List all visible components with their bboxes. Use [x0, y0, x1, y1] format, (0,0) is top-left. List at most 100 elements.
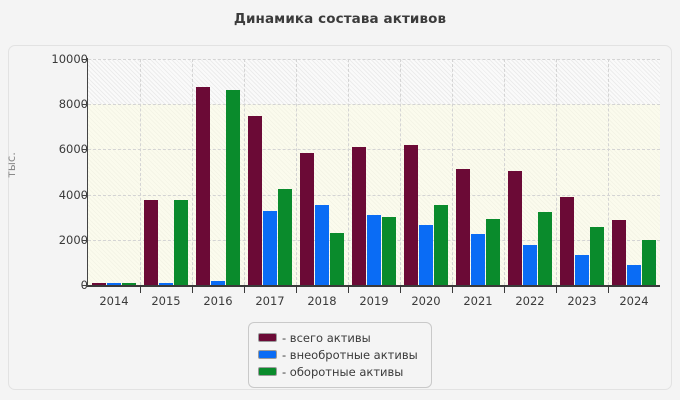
- x-axis-tick-label-2017: 2017: [255, 294, 285, 308]
- gridline-horizontal: [88, 149, 660, 151]
- legend-item-label: - всего активы: [282, 330, 371, 345]
- x-axis-tick-mark: [348, 287, 349, 293]
- y-axis-line: [87, 58, 88, 286]
- y-axis-tick-label: 2000: [58, 232, 88, 247]
- x-axis-tick-label-2023: 2023: [567, 294, 597, 308]
- bar-2019-series-2[interactable]: [367, 214, 381, 285]
- bar-group-2017: [244, 59, 296, 285]
- bar-2021-series-1[interactable]: [456, 168, 470, 285]
- bar-2017-series-1[interactable]: [248, 115, 262, 285]
- bar-group-2014: [88, 59, 140, 285]
- bar-group-2021: [452, 59, 504, 285]
- bar-2014-series-3[interactable]: [122, 283, 136, 285]
- y-axis: тыс. 0 2000 4000 6000 8000 10000: [4, 0, 88, 400]
- bar-2017-series-2[interactable]: [263, 211, 277, 285]
- x-axis-tick-label-2016: 2016: [203, 294, 233, 308]
- x-axis-tick-label-2020: 2020: [411, 294, 441, 308]
- legend-swatch-icon: [258, 350, 277, 359]
- gridline-vertical: [504, 59, 505, 285]
- bar-2016-series-1[interactable]: [196, 86, 210, 285]
- x-axis-tick-mark: [192, 287, 193, 293]
- bar-2022-series-1[interactable]: [508, 171, 522, 285]
- y-axis-tick-mark: [82, 104, 88, 106]
- bar-2014-series-2[interactable]: [107, 283, 121, 285]
- bar-2016-series-2[interactable]: [211, 281, 225, 285]
- bar-2023-series-2[interactable]: [575, 254, 589, 285]
- bar-2015-series-1[interactable]: [144, 200, 158, 285]
- x-axis-tick-label-2024: 2024: [619, 294, 649, 308]
- gridline-vertical: [452, 59, 453, 285]
- y-axis-tick-mark: [82, 194, 88, 196]
- legend-item-1[interactable]: - всего активы: [258, 329, 422, 346]
- bar-group-2018: [296, 59, 348, 285]
- bar-2016-series-3[interactable]: [226, 89, 240, 285]
- bar-group-2020: [400, 59, 452, 285]
- bar-group-2024: [608, 59, 660, 285]
- page-title: Динамика состава активов: [233, 11, 447, 27]
- gridline-vertical: [556, 59, 557, 285]
- gridline-horizontal: [88, 104, 660, 106]
- bar-2024-series-1[interactable]: [612, 219, 626, 285]
- chart-legend: - всего активы - внеобротные активы - обор…: [248, 322, 432, 388]
- gridline-vertical: [140, 59, 141, 285]
- x-axis-tick-mark: [556, 287, 557, 293]
- bar-2018-series-1[interactable]: [300, 152, 314, 285]
- bar-2014-series-1[interactable]: [92, 282, 106, 285]
- bar-2018-series-2[interactable]: [315, 204, 329, 285]
- bar-2024-series-3[interactable]: [642, 239, 656, 285]
- bar-2022-series-2[interactable]: [523, 244, 537, 285]
- gridline-vertical: [244, 59, 245, 285]
- bar-2023-series-1[interactable]: [560, 196, 574, 285]
- bar-2021-series-3[interactable]: [486, 219, 500, 285]
- gridline-vertical: [348, 59, 349, 285]
- x-axis-tick-mark: [608, 287, 609, 293]
- legend-swatch-icon: [258, 333, 277, 342]
- bar-group-2019: [348, 59, 400, 285]
- x-axis-tick-mark: [504, 287, 505, 293]
- x-axis-tick-label-2014: 2014: [99, 294, 129, 308]
- bar-2022-series-3[interactable]: [538, 211, 552, 285]
- legend-item-label: - оборотные активы: [282, 364, 404, 379]
- gridline-vertical: [296, 59, 297, 285]
- bar-2020-series-3[interactable]: [434, 205, 448, 285]
- x-axis-tick-mark: [296, 287, 297, 293]
- gridline-vertical: [400, 59, 401, 285]
- legend-item-2[interactable]: - внеобротные активы: [258, 346, 422, 363]
- x-axis-tick-label-2022: 2022: [515, 294, 545, 308]
- bar-2019-series-1[interactable]: [352, 147, 366, 285]
- x-axis-tick-label-2019: 2019: [359, 294, 389, 308]
- bar-2015-series-2[interactable]: [159, 283, 173, 285]
- bar-2024-series-2[interactable]: [627, 264, 641, 285]
- y-axis-tick-label: 6000: [58, 142, 88, 157]
- bar-group-2016: [192, 59, 244, 285]
- y-axis-title: тыс.: [3, 152, 18, 178]
- legend-item-label: - внеобротные активы: [282, 347, 418, 362]
- bar-2017-series-3[interactable]: [278, 189, 292, 285]
- x-axis-tick-label-2015: 2015: [151, 294, 181, 308]
- x-axis-line: [87, 285, 660, 287]
- bar-2020-series-1[interactable]: [404, 145, 418, 285]
- y-axis-tick-label: 0: [18, 278, 88, 292]
- legend-item-3[interactable]: - оборотные активы: [258, 363, 422, 380]
- x-axis-tick-mark: [140, 287, 141, 293]
- bar-2020-series-2[interactable]: [419, 225, 433, 285]
- gridline-vertical: [192, 59, 193, 285]
- bar-2021-series-2[interactable]: [471, 234, 485, 285]
- y-axis-tick-label: 10000: [51, 52, 88, 66]
- y-axis-tick-mark: [82, 285, 88, 286]
- x-axis-tick-label-2021: 2021: [463, 294, 493, 308]
- x-axis-tick-mark: [244, 287, 245, 293]
- y-axis-tick-label: 8000: [58, 97, 88, 112]
- x-axis-tick-label-2018: 2018: [307, 294, 337, 308]
- legend-swatch-icon: [258, 367, 277, 376]
- bar-2023-series-3[interactable]: [590, 227, 604, 285]
- bar-group-2022: [504, 59, 556, 285]
- y-axis-tick-label: 4000: [58, 187, 88, 202]
- bar-2015-series-3[interactable]: [174, 200, 188, 285]
- x-axis-tick-mark: [452, 287, 453, 293]
- bar-2019-series-3[interactable]: [382, 217, 396, 285]
- y-axis-tick-mark: [82, 149, 88, 151]
- y-axis-tick-mark: [82, 239, 88, 241]
- bar-2018-series-3[interactable]: [330, 233, 344, 285]
